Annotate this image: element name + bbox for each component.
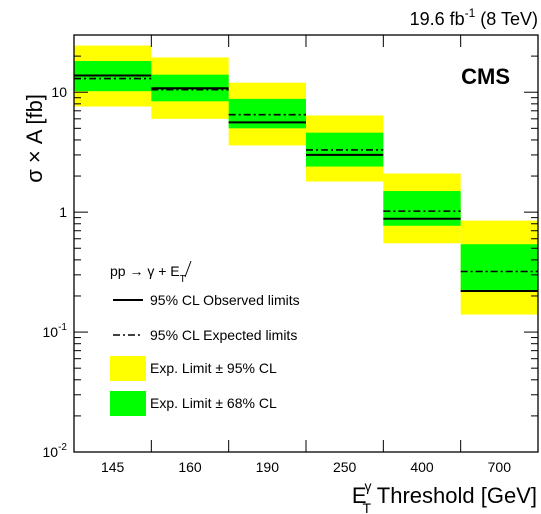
- x-ticks: 145 160 190 250 400 700: [101, 35, 511, 475]
- x-tick-label: 400: [410, 459, 434, 475]
- y-tick-label: 10-1: [43, 322, 68, 340]
- x-tick-label: 250: [333, 459, 357, 475]
- x-tick-label: 190: [256, 459, 280, 475]
- y-tick-label: 1: [59, 204, 67, 220]
- y-tick-label: 10: [51, 84, 67, 100]
- observed-layer: [74, 74, 538, 293]
- band-68-bar: [460, 244, 538, 292]
- legend-process: pp → γ + ET: [110, 263, 186, 285]
- luminosity-label: 19.6 fb-1 (8 TeV): [410, 6, 538, 29]
- x-tick-label: 145: [101, 459, 125, 475]
- legend-observed-label: 95% CL Observed limits: [150, 292, 300, 308]
- y-tick-label: 10-2: [43, 442, 68, 460]
- legend-expected-label: 95% CL Expected limits: [150, 327, 297, 343]
- legend-band95-label: Exp. Limit ± 95% CL: [150, 360, 277, 376]
- y-ticks: 10-2 10-1 1 10: [43, 55, 538, 460]
- legend: pp → γ + ET 95% CL Observed limits 95% C…: [110, 260, 300, 416]
- band-68-bar: [383, 191, 461, 226]
- y-axis-title: σ × A [fb]: [22, 94, 47, 183]
- legend-band95-swatch: [110, 356, 146, 381]
- legend-band68-label: Exp. Limit ± 68% CL: [150, 395, 277, 411]
- band-68-bar: [228, 98, 306, 129]
- x-tick-label: 700: [488, 459, 512, 475]
- band-68-layer: [74, 61, 538, 292]
- legend-band68-swatch: [110, 391, 146, 416]
- x-axis-title: Eγ T Threshold [GeV]: [352, 478, 537, 514]
- experiment-label: CMS: [461, 64, 510, 89]
- x-tick-label: 160: [178, 459, 202, 475]
- met-slash: [184, 260, 192, 278]
- expected-layer: [74, 77, 538, 273]
